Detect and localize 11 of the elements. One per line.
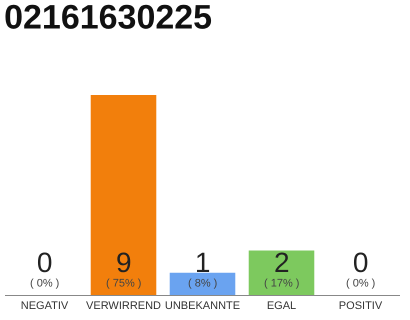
x-tick-label: NEGATIV: [20, 300, 69, 312]
chart-title: 02161630225: [4, 0, 212, 37]
data-label: 2 ( 17% ): [264, 247, 300, 290]
x-tick-label: POSITIV: [338, 300, 383, 312]
data-label: 0 ( 0% ): [30, 247, 60, 290]
x-tick-label: EGAL: [266, 300, 296, 312]
data-label: 0 ( 0% ): [346, 247, 376, 290]
data-label: 1 ( 8% ): [188, 247, 218, 290]
x-tick-label: VERWIRREND: [86, 300, 162, 312]
data-label: 9 ( 75% ): [106, 247, 142, 290]
x-tick-label: UNBEKANNTE: [164, 300, 240, 312]
